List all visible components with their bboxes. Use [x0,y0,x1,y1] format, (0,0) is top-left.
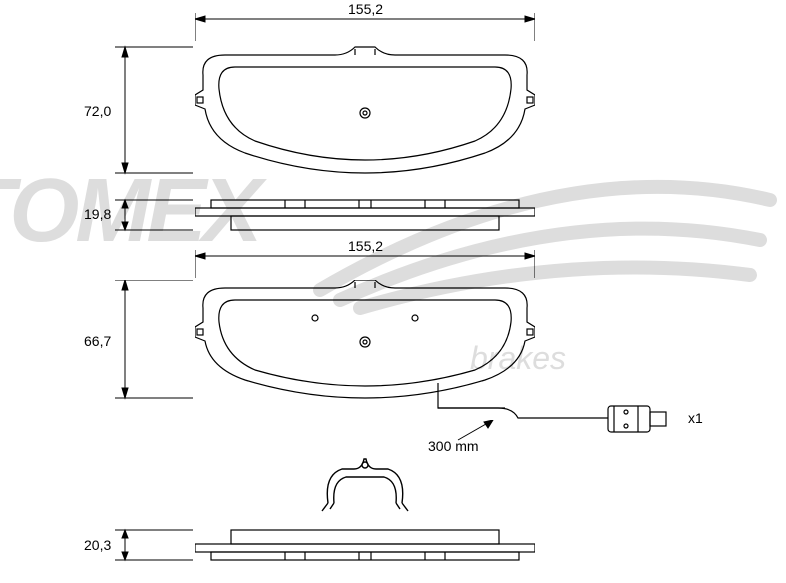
top-pad-side [195,198,535,232]
sensor-length-label: 300 mm [428,438,479,454]
dim-bottom-thickness [105,528,195,564]
dim-bottom-thickness-label: 20,3 [84,537,111,553]
dim-top-width-label: 155,2 [348,1,383,17]
clip-hardware [320,455,410,515]
bottom-pad-face [195,280,535,410]
dim-top-thickness-label: 19,8 [84,206,111,222]
dim-top-height [105,45,195,185]
bottom-pad-side [195,528,535,564]
dim-top-thickness [105,198,195,232]
sensor-quantity-label: x1 [688,410,703,426]
dim-bottom-width-label: 155,2 [348,238,383,254]
dim-bottom-height [105,280,195,410]
top-pad-face [195,45,535,185]
dim-bottom-height-label: 66,7 [84,333,111,349]
dim-top-height-label: 72,0 [84,103,111,119]
